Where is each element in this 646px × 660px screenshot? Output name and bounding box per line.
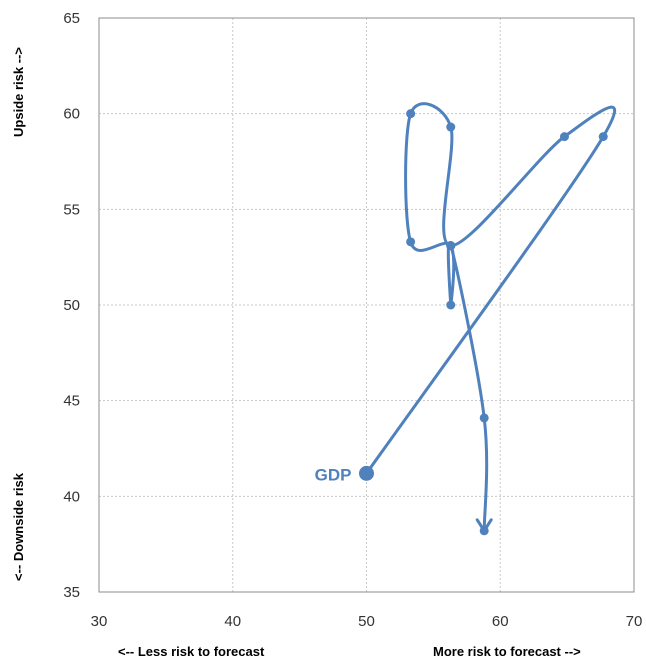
- data-point: [559, 132, 569, 142]
- start-point: [359, 465, 374, 481]
- series-layer: GDP: [315, 102, 617, 536]
- x-tick-label: 50: [358, 613, 375, 630]
- series-line: [365, 102, 617, 533]
- data-point: [446, 122, 456, 132]
- y-tick-label: 45: [63, 393, 80, 410]
- x-tick-label: 30: [91, 613, 108, 630]
- x-tick-label: 40: [224, 613, 241, 630]
- plot-area: [98, 17, 635, 593]
- y-tick-label: 60: [63, 106, 80, 123]
- data-point: [598, 132, 608, 142]
- gridlines: [99, 18, 634, 592]
- y-tick-label: 55: [63, 201, 80, 218]
- end-arrow: [475, 518, 493, 533]
- data-point: [479, 413, 489, 423]
- y-tick-label: 50: [63, 297, 80, 314]
- data-point: [406, 237, 416, 247]
- data-point: [446, 300, 456, 310]
- x-tick-label: 60: [492, 613, 509, 630]
- x-tick-label: 70: [626, 613, 643, 630]
- y-tick-label: 35: [63, 584, 80, 601]
- y-tick-label: 65: [63, 10, 80, 27]
- series-label: GDP: [315, 465, 352, 484]
- y-axis-label-bottom: <-- Downside risk: [11, 472, 26, 581]
- x-axis-label-left: <-- Less risk to forecast: [118, 644, 265, 659]
- y-axis-label-top: Upside risk -->: [11, 47, 26, 137]
- data-point: [446, 241, 456, 251]
- y-tick-label: 40: [63, 488, 80, 505]
- x-axis-label-right: More risk to forecast -->: [433, 644, 581, 659]
- data-point: [406, 109, 416, 119]
- tick-labels: 30 40 50 60 70 35 40 45 50 55 60 65: [63, 10, 642, 630]
